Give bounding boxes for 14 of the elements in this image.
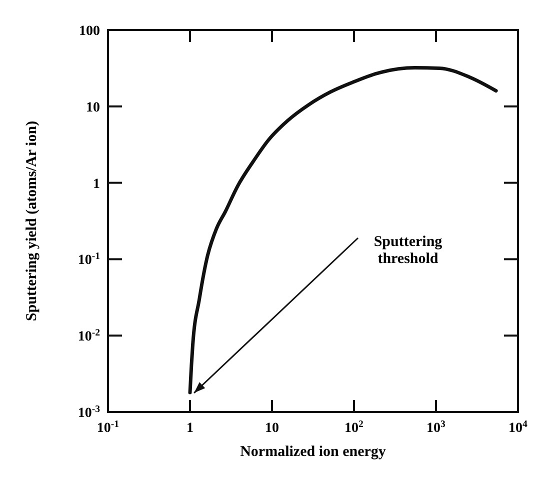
x-tick-label: 10$^{2}$ <box>344 418 364 436</box>
x-axis-title: Normalized ion energy <box>240 444 386 460</box>
y-tick-label: 10$^{-3}$ <box>78 404 100 421</box>
annotation: Sputtering threshold <box>374 234 443 267</box>
x-tick-label: 10 <box>265 421 279 436</box>
y-tick-label: 10$^{-2}$ <box>78 327 100 345</box>
x-tick-label: 10$^{4}$ <box>508 418 528 436</box>
x-tick-label: 1 <box>186 421 194 436</box>
y-axis-title: Sputtering yield (atoms/Ar ion) <box>24 120 40 322</box>
y-tick-label: 10 <box>86 100 100 116</box>
y-tick-label: 100 <box>79 24 100 39</box>
y-tick-label: 10$^{-1}$ <box>78 250 100 268</box>
x-tick-label: 10$^{3}$ <box>426 418 446 436</box>
y-tick-label: 1 <box>93 176 100 192</box>
